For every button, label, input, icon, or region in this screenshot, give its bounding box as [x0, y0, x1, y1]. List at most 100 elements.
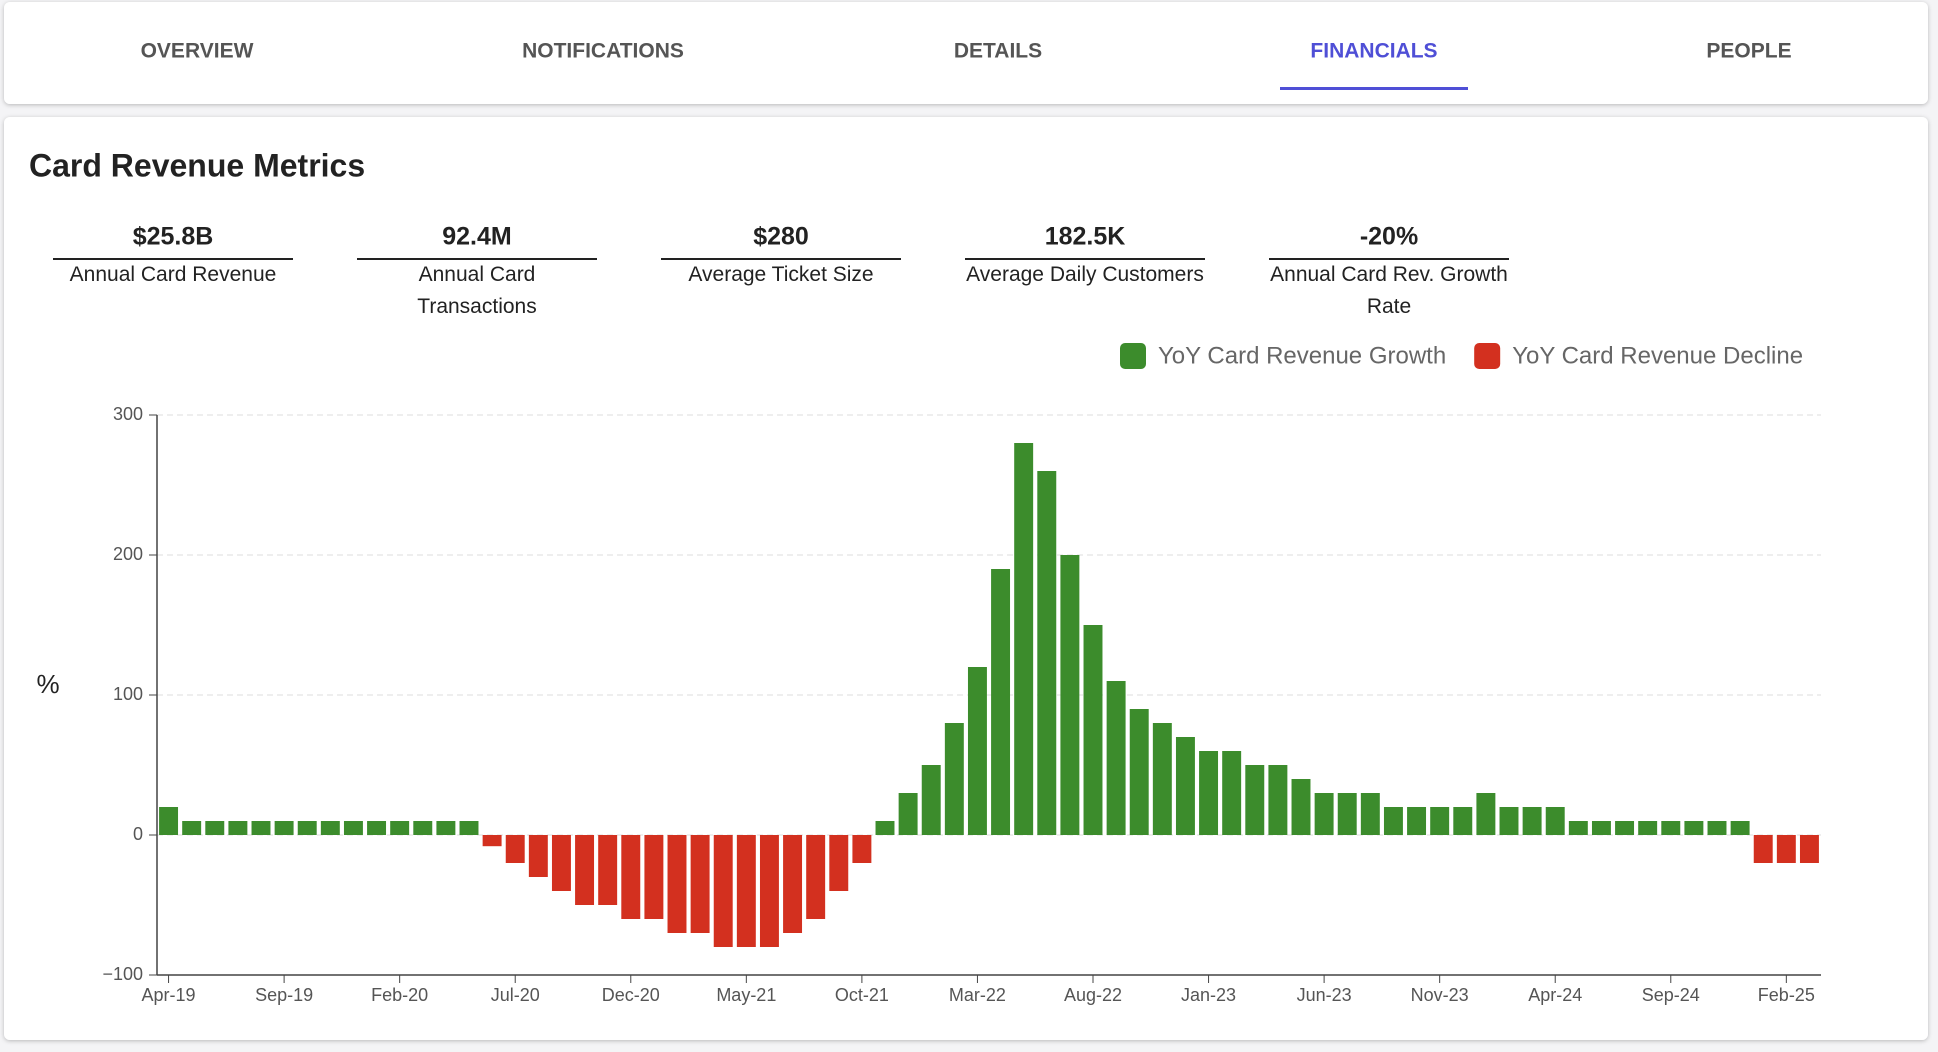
bar — [1730, 821, 1750, 835]
bar — [829, 835, 849, 891]
bar — [644, 835, 664, 919]
tab[interactable]: FINANCIALS — [1310, 40, 1437, 63]
tab-underline — [1280, 87, 1468, 90]
legend-label: YoY Card Revenue Growth — [1158, 342, 1446, 369]
y-axis-label: % — [36, 669, 59, 699]
legend-label: YoY Card Revenue Decline — [1512, 342, 1803, 369]
bar — [1684, 821, 1704, 835]
x-tick-label: Dec-20 — [602, 985, 660, 1005]
bar — [320, 821, 340, 835]
bar — [1799, 835, 1819, 863]
metric-value: 182.5K — [1045, 223, 1126, 251]
bar — [1152, 723, 1172, 835]
bar — [297, 821, 317, 835]
bar — [436, 821, 456, 835]
metric-label: Average Daily Customers — [966, 263, 1204, 286]
bar — [1707, 821, 1727, 835]
bar — [1661, 821, 1681, 835]
x-tick-label: Feb-25 — [1758, 985, 1815, 1005]
x-tick-label: Jul-20 — [491, 985, 540, 1005]
bar — [667, 835, 687, 933]
bar — [1499, 807, 1519, 835]
y-tick-label: 200 — [113, 544, 143, 564]
bar — [1106, 681, 1126, 835]
bar — [367, 821, 387, 835]
bar — [690, 835, 710, 933]
x-tick-label: May-21 — [716, 985, 776, 1005]
bar — [1268, 765, 1288, 835]
bar — [1060, 555, 1080, 835]
bar — [598, 835, 618, 905]
metric-value: -20% — [1360, 223, 1418, 251]
x-tick-label: Sep-24 — [1642, 985, 1700, 1005]
bar — [551, 835, 571, 891]
bar — [1430, 807, 1450, 835]
bar — [967, 667, 987, 835]
bar — [1360, 793, 1380, 835]
bar — [1615, 821, 1635, 835]
bar — [482, 835, 502, 847]
bar — [459, 821, 479, 835]
bar — [852, 835, 872, 863]
x-tick-label: Jan-23 — [1181, 985, 1236, 1005]
tab[interactable]: DETAILS — [954, 40, 1042, 63]
metric-value: 92.4M — [442, 223, 511, 251]
bar — [898, 793, 918, 835]
bar — [1199, 751, 1219, 835]
bar — [1337, 793, 1357, 835]
tab-bar — [4, 2, 1928, 104]
bar — [1129, 709, 1149, 835]
card-title: Card Revenue Metrics — [29, 147, 365, 183]
bar — [182, 821, 202, 835]
bar — [205, 821, 225, 835]
bar — [575, 835, 595, 905]
bar — [1291, 779, 1311, 835]
x-tick-label: Mar-22 — [949, 985, 1006, 1005]
legend-swatch — [1474, 343, 1501, 369]
bar — [1568, 821, 1588, 835]
bar — [505, 835, 525, 863]
metric-value: $25.8B — [133, 223, 214, 251]
y-tick-label: 0 — [133, 824, 143, 844]
y-tick-label: 300 — [113, 404, 143, 424]
bar — [806, 835, 826, 919]
bar — [1453, 807, 1473, 835]
bar — [1245, 765, 1265, 835]
metric-label: Average Ticket Size — [688, 263, 873, 286]
y-tick-label: −100 — [102, 964, 143, 984]
bar — [1545, 807, 1565, 835]
bar — [528, 835, 548, 877]
bar — [713, 835, 733, 947]
bar — [783, 835, 803, 933]
bar — [1638, 821, 1658, 835]
y-tick-label: 100 — [113, 684, 143, 704]
bar — [1083, 625, 1103, 835]
metric-label: Annual Card Transactions — [417, 263, 536, 318]
bar — [944, 723, 964, 835]
metric-value: $280 — [753, 223, 809, 251]
bar — [1175, 737, 1195, 835]
bar — [1753, 835, 1773, 863]
x-tick-label: Apr-24 — [1528, 985, 1582, 1005]
metric-label: Annual Card Rev. Growth Rate — [1270, 263, 1508, 318]
tab[interactable]: PEOPLE — [1706, 40, 1791, 63]
bar — [991, 569, 1011, 835]
tab[interactable]: NOTIFICATIONS — [522, 40, 684, 63]
bar — [1383, 807, 1403, 835]
bar — [1314, 793, 1334, 835]
bar — [875, 821, 895, 835]
tab[interactable]: OVERVIEW — [141, 40, 254, 63]
content-card — [4, 117, 1928, 1040]
legend-swatch — [1120, 343, 1146, 369]
x-tick-label: Aug-22 — [1064, 985, 1122, 1005]
bar — [736, 835, 756, 947]
bar — [1037, 471, 1057, 835]
bar — [1407, 807, 1427, 835]
bar — [921, 765, 941, 835]
x-tick-label: Sep-19 — [255, 985, 313, 1005]
bar — [1222, 751, 1242, 835]
x-tick-label: Nov-23 — [1411, 985, 1469, 1005]
bar — [1014, 443, 1034, 835]
bar — [759, 835, 779, 947]
x-tick-label: Feb-20 — [371, 985, 428, 1005]
